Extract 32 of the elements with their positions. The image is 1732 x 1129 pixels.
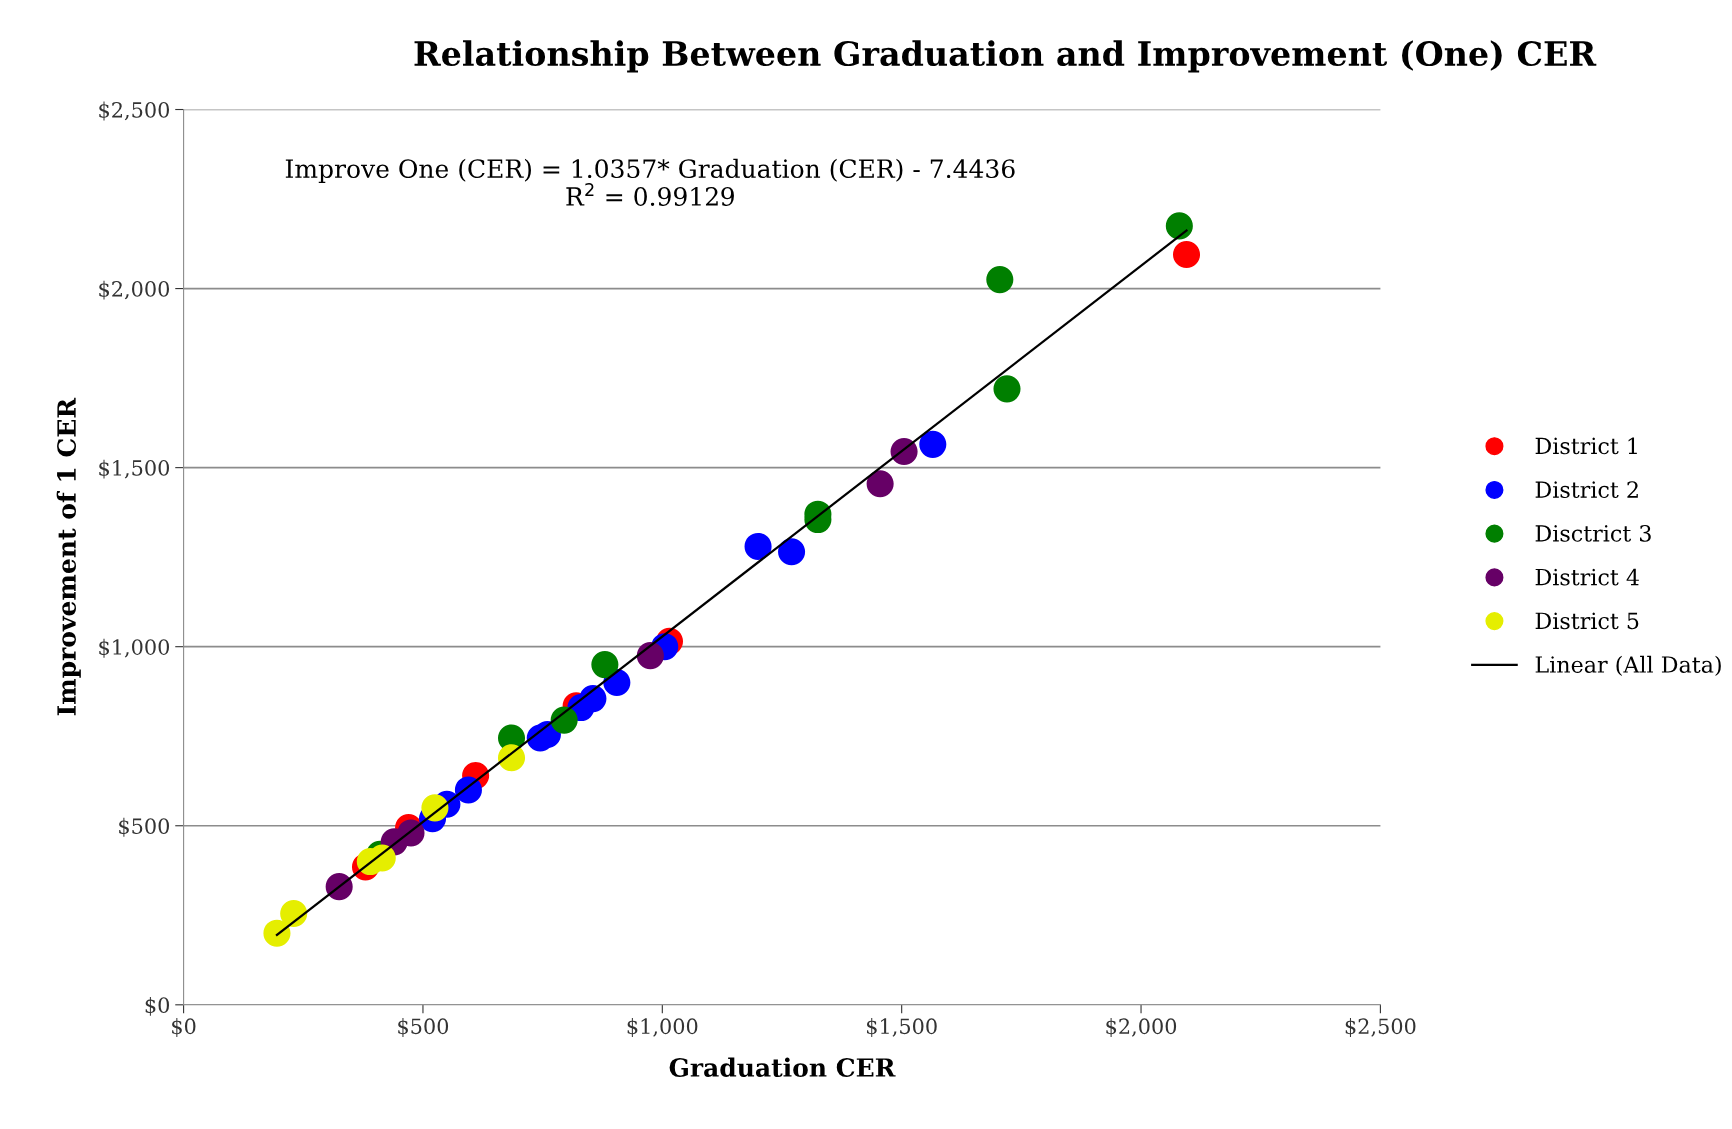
point [866, 470, 894, 498]
legend-label: Linear (All Data) [1535, 655, 1721, 677]
x-tick-label: $2,000 [1106, 1018, 1177, 1037]
annotation: Improve One (CER) = 1.0357* Graduation (CER) - 7.4436 R$^{2}$ = 0.99129 [285, 158, 1015, 206]
point [744, 532, 772, 560]
legend-label: District 5 [1535, 612, 1639, 630]
y-tick-label: $500 [119, 817, 170, 837]
point [1165, 212, 1193, 240]
point [919, 430, 947, 458]
x-axis-title: Graduation CER [669, 1057, 896, 1077]
legend-label: District 4 [1535, 568, 1639, 586]
point [591, 651, 619, 679]
x-tick-label: $1,000 [627, 1018, 698, 1037]
point [993, 375, 1021, 403]
x-tick-label: $2,500 [1345, 1018, 1416, 1037]
x-tick-label: $1,500 [867, 1018, 937, 1037]
chart-title: Relationship Between Graduation and Improvement (One) CER [414, 40, 1597, 73]
y-tick-label: $1,500 [99, 459, 170, 479]
point [263, 919, 291, 947]
y-tick-label: $0 [145, 996, 170, 1016]
y-tick-label: $2,000 [99, 280, 170, 300]
y-tick-label: $2,500 [99, 101, 170, 121]
y-axis-title: Improvement of 1 CER [56, 397, 81, 716]
point [1172, 241, 1201, 269]
x-tick-label: $500 [398, 1018, 449, 1037]
legend-label: District 2 [1535, 481, 1638, 499]
x-tick-label: $0 [172, 1018, 196, 1037]
point [986, 266, 1014, 294]
legend-label: Disctrict 3 [1535, 524, 1651, 542]
legend-label: District 1 [1535, 437, 1637, 455]
y-tick-label: $1,000 [99, 638, 170, 658]
point [778, 538, 806, 566]
